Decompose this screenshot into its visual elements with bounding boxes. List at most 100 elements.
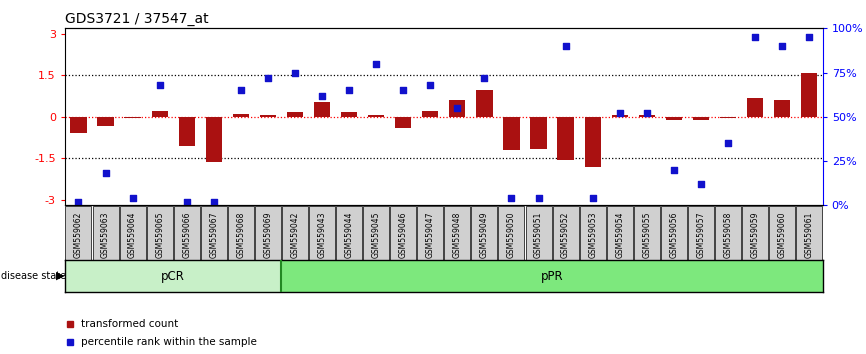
Text: GSM559065: GSM559065 xyxy=(155,212,165,258)
Text: percentile rank within the sample: percentile rank within the sample xyxy=(81,337,256,348)
Text: GSM559047: GSM559047 xyxy=(426,212,435,258)
Text: pPR: pPR xyxy=(540,270,564,282)
FancyBboxPatch shape xyxy=(579,206,605,259)
Bar xyxy=(178,117,195,146)
Point xyxy=(775,43,789,49)
Text: GSM559058: GSM559058 xyxy=(723,212,733,258)
FancyBboxPatch shape xyxy=(796,206,822,259)
FancyBboxPatch shape xyxy=(553,206,578,259)
FancyBboxPatch shape xyxy=(769,206,795,259)
FancyBboxPatch shape xyxy=(444,206,470,259)
Text: GSM559054: GSM559054 xyxy=(615,212,624,258)
FancyBboxPatch shape xyxy=(715,206,741,259)
Bar xyxy=(313,102,330,117)
Text: GSM559059: GSM559059 xyxy=(751,212,759,258)
Bar xyxy=(774,100,790,117)
Text: ▶: ▶ xyxy=(56,271,65,281)
Text: GSM559046: GSM559046 xyxy=(398,212,408,258)
Text: GSM559064: GSM559064 xyxy=(128,212,137,258)
Point xyxy=(207,199,221,205)
Point xyxy=(802,34,816,40)
FancyBboxPatch shape xyxy=(120,206,145,259)
Bar xyxy=(693,117,709,120)
FancyBboxPatch shape xyxy=(499,206,525,259)
FancyBboxPatch shape xyxy=(93,206,119,259)
Bar xyxy=(287,112,303,117)
Text: GSM559067: GSM559067 xyxy=(210,212,218,258)
Bar xyxy=(449,100,465,117)
Point xyxy=(477,75,491,81)
Text: GSM559061: GSM559061 xyxy=(805,212,814,258)
FancyBboxPatch shape xyxy=(146,206,172,259)
Point xyxy=(613,110,627,116)
Point xyxy=(315,93,329,98)
FancyBboxPatch shape xyxy=(634,206,660,259)
Text: GSM559063: GSM559063 xyxy=(101,212,110,258)
Text: GSM559051: GSM559051 xyxy=(534,212,543,258)
FancyBboxPatch shape xyxy=(174,206,200,259)
Point xyxy=(152,82,166,88)
Bar xyxy=(530,117,546,149)
FancyBboxPatch shape xyxy=(309,206,335,259)
Text: GSM559052: GSM559052 xyxy=(561,212,570,258)
Point xyxy=(640,110,654,116)
FancyBboxPatch shape xyxy=(336,206,362,259)
Point xyxy=(126,195,139,201)
FancyBboxPatch shape xyxy=(417,206,443,259)
Text: GSM559050: GSM559050 xyxy=(507,212,516,258)
Text: GSM559055: GSM559055 xyxy=(643,212,651,258)
Bar xyxy=(281,260,823,292)
FancyBboxPatch shape xyxy=(255,206,281,259)
FancyBboxPatch shape xyxy=(742,206,768,259)
FancyBboxPatch shape xyxy=(607,206,633,259)
Text: GSM559069: GSM559069 xyxy=(263,212,273,258)
Point xyxy=(532,195,546,201)
Bar xyxy=(341,112,357,117)
Point xyxy=(450,105,464,111)
Bar xyxy=(152,111,168,117)
Bar xyxy=(368,115,385,117)
Point xyxy=(559,43,572,49)
Bar xyxy=(205,117,222,162)
Point xyxy=(288,70,302,75)
Bar xyxy=(97,117,113,126)
Text: GSM559066: GSM559066 xyxy=(182,212,191,258)
Bar xyxy=(720,117,736,119)
Text: GDS3721 / 37547_at: GDS3721 / 37547_at xyxy=(65,12,209,26)
Bar xyxy=(666,117,682,120)
Text: GSM559048: GSM559048 xyxy=(453,212,462,258)
Text: GSM559049: GSM559049 xyxy=(480,212,489,258)
Bar xyxy=(476,90,493,117)
Bar xyxy=(558,117,573,160)
Point xyxy=(99,171,113,176)
Point xyxy=(667,167,681,173)
Text: pCR: pCR xyxy=(161,270,185,282)
FancyBboxPatch shape xyxy=(661,206,687,259)
FancyBboxPatch shape xyxy=(391,206,417,259)
Point xyxy=(694,181,708,187)
Text: transformed count: transformed count xyxy=(81,319,178,329)
Point xyxy=(369,61,383,67)
FancyBboxPatch shape xyxy=(471,206,497,259)
Bar xyxy=(395,117,411,129)
Text: GSM559068: GSM559068 xyxy=(236,212,245,258)
Bar xyxy=(585,117,601,167)
Bar xyxy=(746,98,763,117)
Point xyxy=(397,87,410,93)
FancyBboxPatch shape xyxy=(201,206,227,259)
Bar xyxy=(65,260,281,292)
Bar xyxy=(422,111,438,117)
Point xyxy=(72,199,86,205)
Bar xyxy=(503,117,520,150)
Point xyxy=(748,34,762,40)
Text: GSM559057: GSM559057 xyxy=(696,212,706,258)
Point xyxy=(721,141,735,146)
Point xyxy=(505,195,519,201)
FancyBboxPatch shape xyxy=(66,206,92,259)
Bar xyxy=(70,117,87,133)
Text: GSM559043: GSM559043 xyxy=(318,212,326,258)
Point xyxy=(234,87,248,93)
Bar xyxy=(611,115,628,117)
Text: disease state: disease state xyxy=(1,271,66,281)
Point xyxy=(585,195,599,201)
